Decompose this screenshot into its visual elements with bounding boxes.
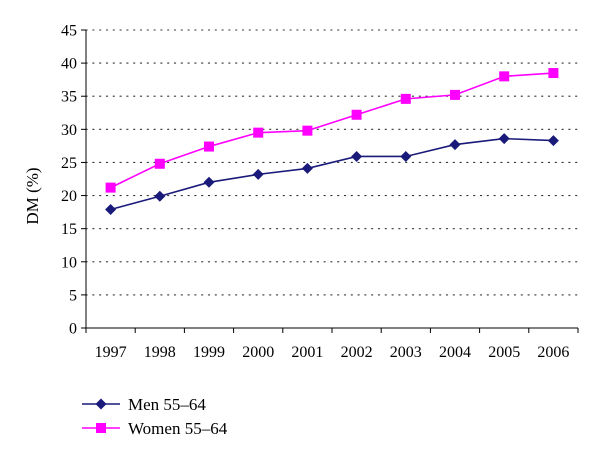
x-tick-label: 2001 bbox=[291, 344, 323, 361]
series-men bbox=[105, 133, 559, 215]
y-tick-label: 5 bbox=[69, 287, 77, 304]
y-tick-label: 20 bbox=[61, 188, 77, 205]
x-tick-label: 1999 bbox=[193, 344, 225, 361]
y-axis-title: DM (%) bbox=[23, 167, 42, 224]
data-point bbox=[253, 127, 264, 138]
data-point bbox=[203, 176, 215, 188]
y-axis-ticks: 0 5 10 15 20 25 30 35 40 45 bbox=[61, 23, 86, 338]
data-point bbox=[154, 190, 166, 202]
y-tick-label: 35 bbox=[61, 89, 77, 106]
data-point bbox=[204, 141, 214, 152]
y-tick-label: 45 bbox=[61, 23, 77, 40]
series-line bbox=[110, 72, 554, 189]
x-tick-label: 1998 bbox=[144, 344, 176, 361]
x-tick-label: 2000 bbox=[242, 344, 274, 361]
data-point bbox=[301, 162, 313, 174]
data-point bbox=[450, 89, 460, 100]
x-tick-label: 2004 bbox=[439, 344, 471, 361]
data-point bbox=[400, 93, 411, 104]
data-point bbox=[154, 158, 165, 169]
y-tick-label: 15 bbox=[61, 221, 77, 238]
x-tick-label: 2006 bbox=[537, 344, 569, 361]
legend-item: Women 55–64 bbox=[82, 419, 228, 438]
data-point bbox=[400, 150, 412, 162]
series-line bbox=[110, 137, 554, 211]
data-point bbox=[498, 133, 510, 145]
data-point bbox=[351, 109, 362, 120]
y-tick-label: 30 bbox=[61, 122, 77, 139]
data-point bbox=[302, 125, 313, 136]
data-point bbox=[548, 68, 559, 79]
y-tick-label: 25 bbox=[61, 155, 77, 172]
series-group bbox=[105, 68, 559, 215]
legend-marker bbox=[96, 423, 106, 433]
y-tick-label: 0 bbox=[69, 321, 77, 338]
x-tick-label: 2005 bbox=[488, 344, 520, 361]
y-tick-label: 10 bbox=[61, 254, 77, 271]
y-tick-label: 40 bbox=[61, 56, 77, 73]
data-point bbox=[449, 139, 461, 151]
legend-item: Men 55–64 bbox=[82, 395, 206, 414]
legend-label: Women 55–64 bbox=[128, 419, 228, 438]
data-point bbox=[252, 168, 264, 180]
x-tick-label: 1997 bbox=[95, 344, 127, 361]
series-women bbox=[105, 68, 559, 193]
x-tick-label: 2002 bbox=[341, 344, 373, 361]
data-point bbox=[499, 71, 510, 82]
x-axis-ticks: 1997 1998 1999 2000 2001 2002 2003 2004 2005 2006 bbox=[85, 328, 579, 361]
data-point bbox=[105, 203, 117, 215]
data-point bbox=[547, 135, 559, 147]
legend-label: Men 55–64 bbox=[128, 395, 206, 414]
legend: Men 55–64 Women 55–64 bbox=[82, 395, 228, 438]
legend-marker bbox=[95, 398, 107, 410]
data-point bbox=[105, 182, 116, 193]
data-point bbox=[351, 150, 363, 162]
x-tick-label: 2003 bbox=[390, 344, 422, 361]
